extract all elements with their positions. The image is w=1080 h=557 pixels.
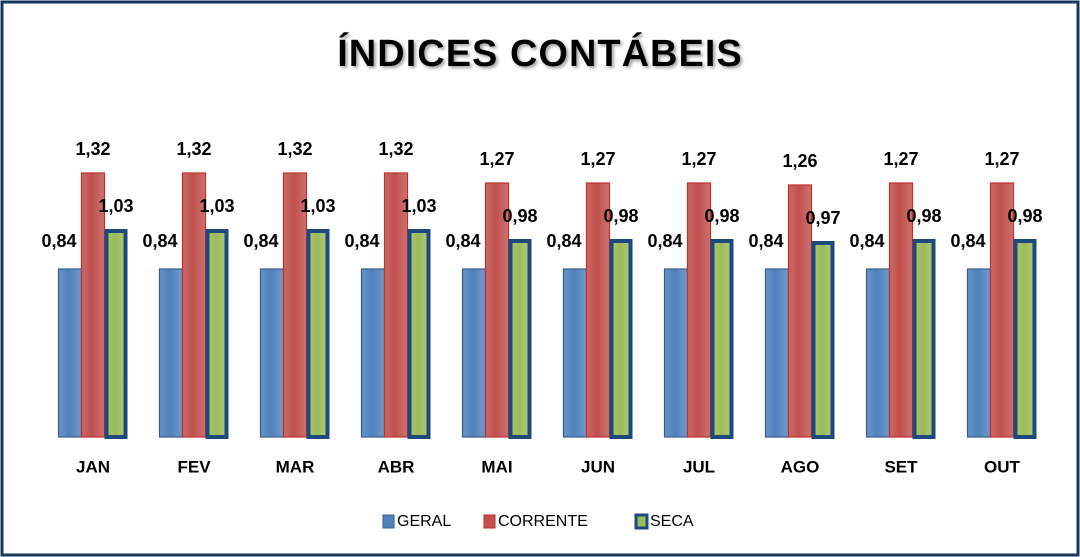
- data-label: 1,03: [300, 196, 335, 216]
- data-label: 0,84: [748, 231, 783, 251]
- data-label: 1,03: [199, 196, 234, 216]
- bar: [205, 229, 229, 439]
- data-label: 1,03: [401, 196, 436, 216]
- data-label: 1,32: [277, 139, 312, 159]
- data-label: 1,26: [782, 151, 817, 171]
- legend-label: CORRENTE: [498, 513, 588, 530]
- data-label: 0,98: [1007, 206, 1042, 226]
- x-tick-label: AGO: [781, 457, 820, 476]
- data-label: 0,84: [142, 231, 177, 251]
- data-label: 0,84: [344, 231, 379, 251]
- bar: [407, 229, 431, 439]
- bar: [104, 229, 128, 439]
- data-label: 0,84: [546, 231, 581, 251]
- bar: [360, 268, 386, 438]
- x-tick-label: FEV: [177, 457, 211, 476]
- data-label: 0,98: [603, 206, 638, 226]
- x-tick-label: MAR: [276, 457, 315, 476]
- data-label: 0,84: [849, 231, 884, 251]
- x-tick-label: JUN: [581, 457, 615, 476]
- data-label: 1,32: [75, 139, 110, 159]
- bar: [865, 268, 891, 438]
- legend-swatch: [483, 514, 496, 529]
- bar: [710, 239, 734, 439]
- bar: [966, 268, 992, 438]
- legend-swatch: [382, 514, 395, 529]
- x-tick-label: SET: [884, 457, 918, 476]
- data-label: 1,27: [580, 149, 615, 169]
- legend-label: GERAL: [397, 513, 451, 530]
- data-label: 1,27: [479, 149, 514, 169]
- data-label: 1,27: [681, 149, 716, 169]
- bar: [562, 268, 588, 438]
- data-label: 1,27: [984, 149, 1019, 169]
- bar: [811, 241, 835, 439]
- x-tick-label: ABR: [378, 457, 415, 476]
- data-label: 1,27: [883, 149, 918, 169]
- legend-swatch: [634, 513, 649, 530]
- bar: [259, 268, 285, 438]
- bar: [764, 268, 790, 438]
- bar: [609, 239, 633, 439]
- data-label: 0,98: [502, 206, 537, 226]
- data-label: 0,84: [950, 231, 985, 251]
- bar: [912, 239, 936, 439]
- data-label: 0,84: [445, 231, 480, 251]
- legend-label: SECA: [650, 513, 694, 530]
- bar: [306, 229, 330, 439]
- bar: [663, 268, 689, 438]
- data-label: 0,97: [805, 208, 840, 228]
- bar: [508, 239, 532, 439]
- data-label: 0,84: [41, 231, 76, 251]
- data-label: 0,98: [704, 206, 739, 226]
- data-label: 1,32: [176, 139, 211, 159]
- x-tick-label: JAN: [76, 457, 110, 476]
- data-label: 1,03: [98, 196, 133, 216]
- data-label: 0,84: [647, 231, 682, 251]
- x-tick-label: MAI: [481, 457, 512, 476]
- bar: [1013, 239, 1037, 439]
- data-label: 1,32: [378, 139, 413, 159]
- bar: [57, 268, 83, 438]
- data-label: 0,84: [243, 231, 278, 251]
- chart-title: ÍNDICES CONTÁBEIS: [337, 31, 742, 75]
- bar: [158, 268, 184, 438]
- x-tick-label: JUL: [683, 457, 715, 476]
- x-tick-label: OUT: [984, 457, 1021, 476]
- data-label: 0,98: [906, 206, 941, 226]
- bar: [461, 268, 487, 438]
